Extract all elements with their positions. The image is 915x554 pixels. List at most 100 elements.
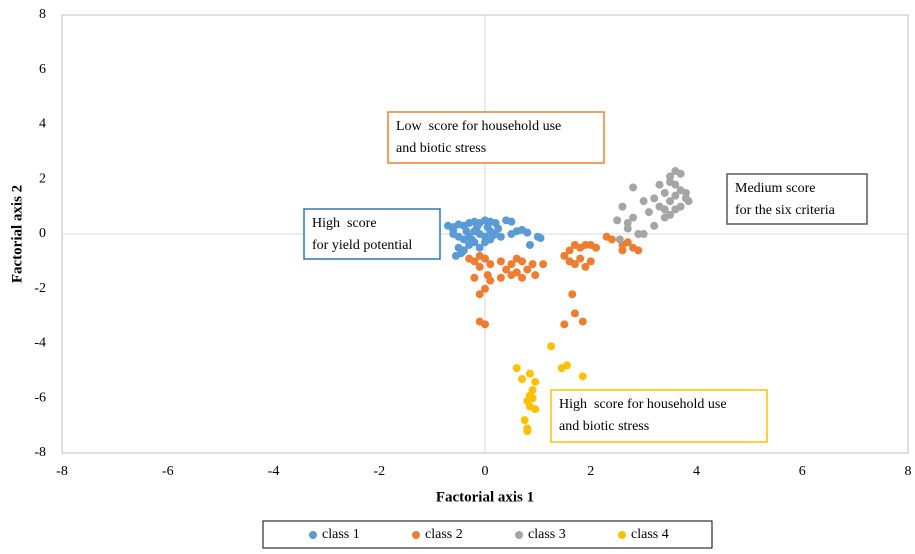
annotation-text: for yield potential (312, 238, 412, 253)
point (560, 251, 569, 260)
point (481, 284, 489, 293)
point (520, 416, 529, 425)
annotation-text: Low score for household use (396, 119, 561, 134)
x-tick-label: 2 (587, 464, 594, 479)
point (655, 202, 664, 211)
point (639, 197, 648, 206)
point (475, 290, 484, 299)
point (496, 273, 505, 282)
annotation-text: and biotic stress (396, 141, 486, 156)
y-tick-label: -4 (34, 336, 46, 351)
point (525, 369, 534, 378)
point (488, 231, 497, 240)
point (644, 208, 653, 217)
point (586, 257, 595, 266)
legend-marker (412, 531, 420, 539)
point (518, 273, 527, 282)
legend-label: class 2 (425, 527, 463, 542)
point (615, 235, 624, 244)
legend-marker (515, 531, 523, 539)
point (481, 320, 489, 329)
point (528, 394, 537, 403)
point (531, 271, 540, 280)
point (528, 260, 537, 269)
point (531, 405, 540, 414)
y-tick-label: -2 (34, 281, 46, 296)
point (507, 217, 516, 226)
legend-label: class 4 (631, 527, 669, 542)
annotation-text: and biotic stress (559, 419, 649, 434)
point (470, 273, 479, 282)
point (666, 197, 675, 206)
point (570, 309, 579, 318)
point (475, 243, 484, 252)
y-tick-label: -8 (34, 445, 46, 460)
x-tick-label: -4 (268, 464, 280, 479)
point (623, 224, 632, 233)
annotation-text: High score for household use (559, 397, 727, 412)
point (660, 188, 669, 197)
legend-marker (309, 531, 317, 539)
y-tick-label: 8 (39, 7, 46, 22)
point (655, 180, 664, 189)
x-tick-label: 0 (482, 464, 489, 479)
point (523, 427, 532, 436)
point (581, 262, 590, 271)
point (565, 246, 574, 255)
point (507, 260, 516, 269)
point (536, 234, 545, 243)
point (467, 235, 476, 244)
y-axis-title: Factorial axis 2 (9, 185, 25, 283)
point (650, 194, 659, 203)
point (473, 223, 482, 232)
point (676, 169, 685, 178)
point (578, 317, 587, 326)
point (650, 221, 659, 230)
point (494, 224, 503, 233)
point (578, 372, 587, 381)
point (518, 257, 527, 266)
point (634, 246, 643, 255)
point (486, 276, 495, 285)
x-tick-label: -6 (162, 464, 174, 479)
point (666, 172, 675, 181)
point (457, 249, 466, 258)
annotation-text: Medium score (735, 181, 815, 196)
point (618, 202, 627, 211)
point (481, 254, 489, 263)
legend-box (262, 520, 713, 549)
legend-label: class 1 (322, 527, 360, 542)
point (629, 183, 638, 192)
annotation-text: for the six criteria (735, 203, 836, 218)
point (623, 238, 632, 247)
point (660, 213, 669, 222)
point (475, 262, 484, 271)
point (507, 271, 516, 280)
point (639, 230, 648, 238)
point (666, 177, 675, 186)
point (629, 213, 638, 222)
point (592, 243, 601, 252)
legend-marker (618, 531, 626, 539)
point (618, 246, 627, 255)
x-tick-label: 6 (799, 464, 806, 479)
point (507, 230, 516, 238)
x-tick-label: -8 (56, 464, 68, 479)
point (671, 191, 680, 200)
legend-label: class 3 (528, 527, 566, 542)
y-tick-label: 4 (39, 117, 46, 132)
point (496, 232, 505, 241)
point (483, 223, 492, 232)
point (607, 235, 616, 244)
y-tick-label: -6 (34, 390, 46, 405)
point (681, 188, 690, 197)
point (502, 265, 511, 274)
point (562, 361, 571, 370)
annotation-box (726, 173, 868, 225)
point (486, 260, 495, 269)
point (576, 254, 585, 263)
x-tick-label: -2 (373, 464, 385, 479)
point (496, 257, 505, 266)
point (684, 197, 693, 206)
